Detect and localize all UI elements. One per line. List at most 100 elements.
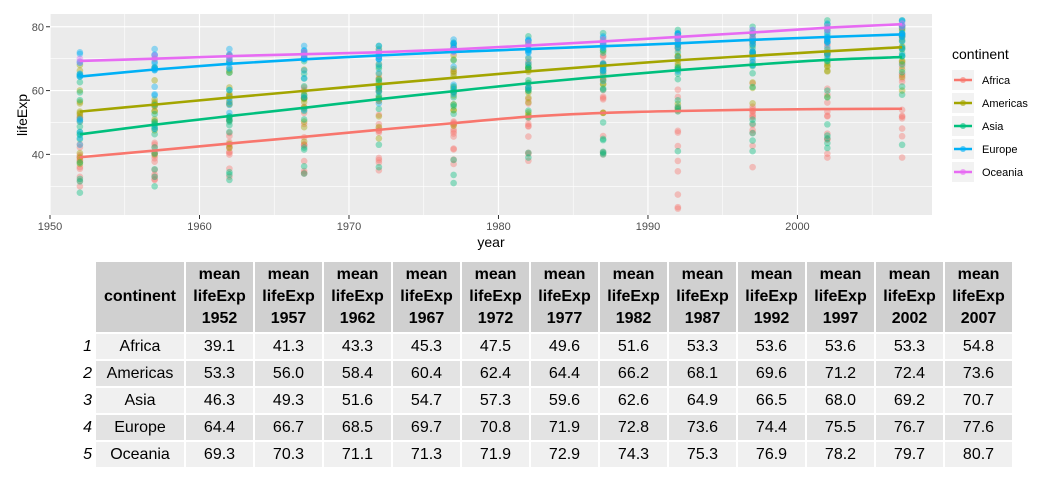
data-point: [674, 36, 682, 44]
cell-value: 75.3: [669, 442, 736, 467]
cell-value: 77.6: [945, 415, 1012, 440]
data-point: [525, 120, 532, 128]
data-point: [76, 112, 84, 120]
data-point: [898, 78, 906, 86]
cell-value: 51.6: [600, 334, 667, 359]
cell-value: 80.7: [945, 442, 1012, 467]
data-point: [599, 77, 607, 84]
data-point: [674, 127, 682, 135]
data-point: [674, 44, 682, 51]
data-point: [151, 118, 158, 125]
data-point: [824, 44, 831, 52]
legend-key-point: [960, 123, 966, 129]
data-point: [599, 46, 607, 54]
data-point: [300, 163, 308, 170]
data-point: [450, 110, 457, 118]
data-point: [599, 85, 607, 92]
data-point: [76, 118, 84, 125]
data-point: [226, 97, 233, 105]
data-point: [824, 144, 831, 152]
data-point: [898, 37, 906, 45]
data-point: [599, 149, 607, 157]
data-point: [300, 75, 308, 82]
data-point: [76, 175, 84, 183]
data-point: [525, 86, 532, 94]
data-point: [76, 96, 84, 104]
data-point: [674, 205, 682, 212]
data-point: [599, 33, 607, 40]
cell-value: 68.1: [669, 361, 736, 386]
data-point: [450, 156, 457, 163]
data-point: [599, 80, 607, 88]
data-point: [749, 80, 756, 87]
data-point: [375, 70, 383, 78]
data-point: [599, 86, 607, 94]
data-point: [226, 84, 233, 91]
data-point: [599, 119, 607, 126]
data-point: [151, 151, 158, 158]
trend-line-asia: [79, 55, 903, 136]
data-point: [76, 89, 84, 96]
cell-value: 54.7: [393, 388, 460, 413]
data-point: [525, 157, 532, 165]
data-point: [450, 133, 457, 140]
summary-table: continent mean lifeExp 1952 mean lifeExp 1957 m…: [76, 260, 1014, 469]
table-row: 4 Europe 64.4 66.7 68.5 69.7 70.8 71.9 72.8 73.6 7…: [78, 415, 1012, 440]
data-point: [749, 84, 756, 92]
data-point: [824, 91, 831, 98]
data-point: [76, 156, 84, 164]
data-point: [824, 154, 831, 161]
data-point: [898, 36, 906, 44]
table-row: 3 Asia 46.3 49.3 51.6 54.7 57.3 59.6 62.6 64.9 66.…: [78, 388, 1012, 413]
data-point: [674, 103, 682, 110]
data-point: [300, 47, 308, 54]
data-point: [76, 98, 84, 106]
data-point: [599, 52, 607, 59]
data-point: [674, 45, 682, 53]
data-point: [226, 101, 233, 109]
data-point: [151, 143, 158, 151]
data-point: [674, 157, 682, 165]
data-point: [450, 171, 457, 179]
data-point: [226, 168, 233, 176]
data-point: [450, 94, 457, 101]
data-point: [674, 100, 682, 107]
data-point: [76, 160, 84, 168]
data-point: [525, 84, 532, 91]
data-point: [300, 83, 308, 90]
data-point: [226, 165, 233, 172]
data-point: [300, 157, 308, 165]
data-point: [599, 29, 607, 37]
trend-line-africa: [79, 107, 903, 159]
data-point: [151, 158, 158, 165]
data-point: [76, 135, 84, 143]
legend-label-europe: Europe: [982, 144, 1017, 156]
data-point: [450, 39, 457, 47]
data-point: [599, 148, 607, 156]
cell-value: 57.3: [462, 388, 529, 413]
data-point: [525, 48, 532, 56]
data-point: [375, 105, 383, 113]
data-point: [450, 92, 457, 99]
data-point: [674, 53, 682, 60]
data-point: [151, 110, 158, 118]
data-point: [375, 154, 383, 162]
x-tick-label: 1990: [636, 221, 660, 233]
data-point: [300, 138, 308, 145]
data-point: [151, 107, 158, 115]
data-point: [450, 65, 457, 73]
column-header-2002: mean lifeExp 2002: [876, 262, 943, 332]
data-point: [76, 182, 84, 190]
data-point: [76, 115, 84, 123]
data-point: [674, 86, 682, 93]
row-index: 1: [78, 334, 94, 359]
cell-value: 74.3: [600, 442, 667, 467]
data-point: [525, 37, 532, 44]
cell-value: 56.0: [255, 361, 322, 386]
column-header-1952: mean lifeExp 1952: [186, 262, 253, 332]
data-point: [226, 171, 233, 178]
data-point: [525, 85, 532, 92]
data-point: [450, 40, 457, 48]
data-point: [375, 45, 383, 53]
data-point: [226, 100, 233, 108]
